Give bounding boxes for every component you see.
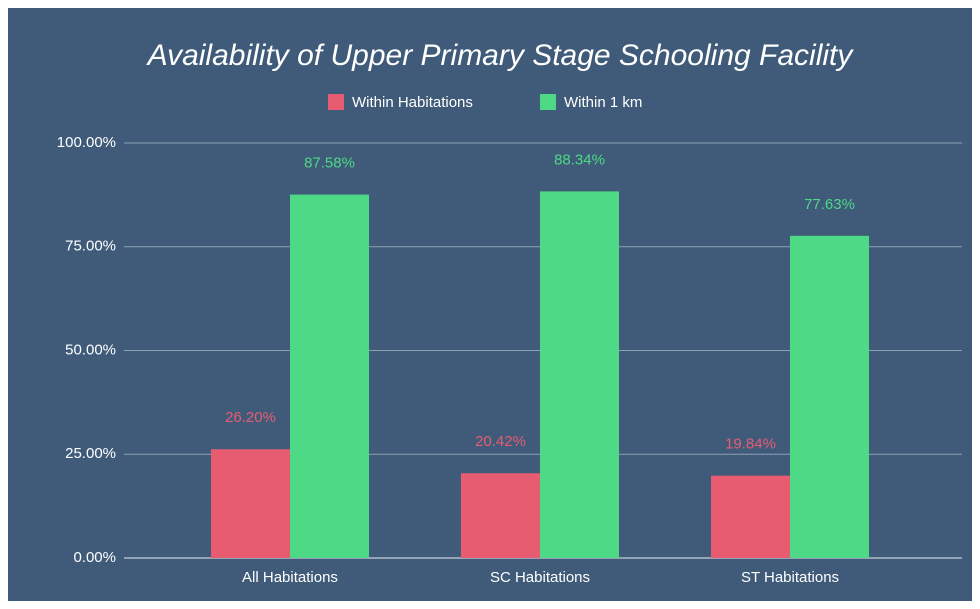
- bar: [540, 191, 619, 559]
- y-tick-label: 75.00%: [65, 238, 116, 255]
- legend-label: Within Habitations: [352, 94, 473, 111]
- legend-swatch: [540, 94, 556, 110]
- y-tick-label: 50.00%: [65, 341, 116, 358]
- legend-swatch: [328, 94, 344, 110]
- x-tick-label: ST Habitations: [741, 569, 839, 586]
- data-label: 88.34%: [554, 151, 605, 168]
- x-tick-label: All Habitations: [242, 569, 338, 586]
- legend-label: Within 1 km: [564, 94, 642, 111]
- bar: [711, 475, 790, 558]
- y-tick-label: 100.00%: [57, 134, 116, 151]
- data-label: 19.84%: [725, 436, 776, 453]
- data-label: 77.63%: [804, 196, 855, 213]
- data-label: 87.58%: [304, 155, 355, 172]
- bar: [211, 449, 290, 558]
- y-tick-label: 25.00%: [65, 445, 116, 462]
- x-tick-label: SC Habitations: [490, 569, 590, 586]
- data-label: 26.20%: [225, 409, 276, 426]
- bar: [790, 235, 869, 558]
- bar: [290, 194, 369, 558]
- chart-title: Availability of Upper Primary Stage Scho…: [146, 39, 855, 72]
- data-label: 20.42%: [475, 433, 526, 450]
- y-tick-label: 0.00%: [73, 549, 116, 566]
- bar: [461, 473, 540, 558]
